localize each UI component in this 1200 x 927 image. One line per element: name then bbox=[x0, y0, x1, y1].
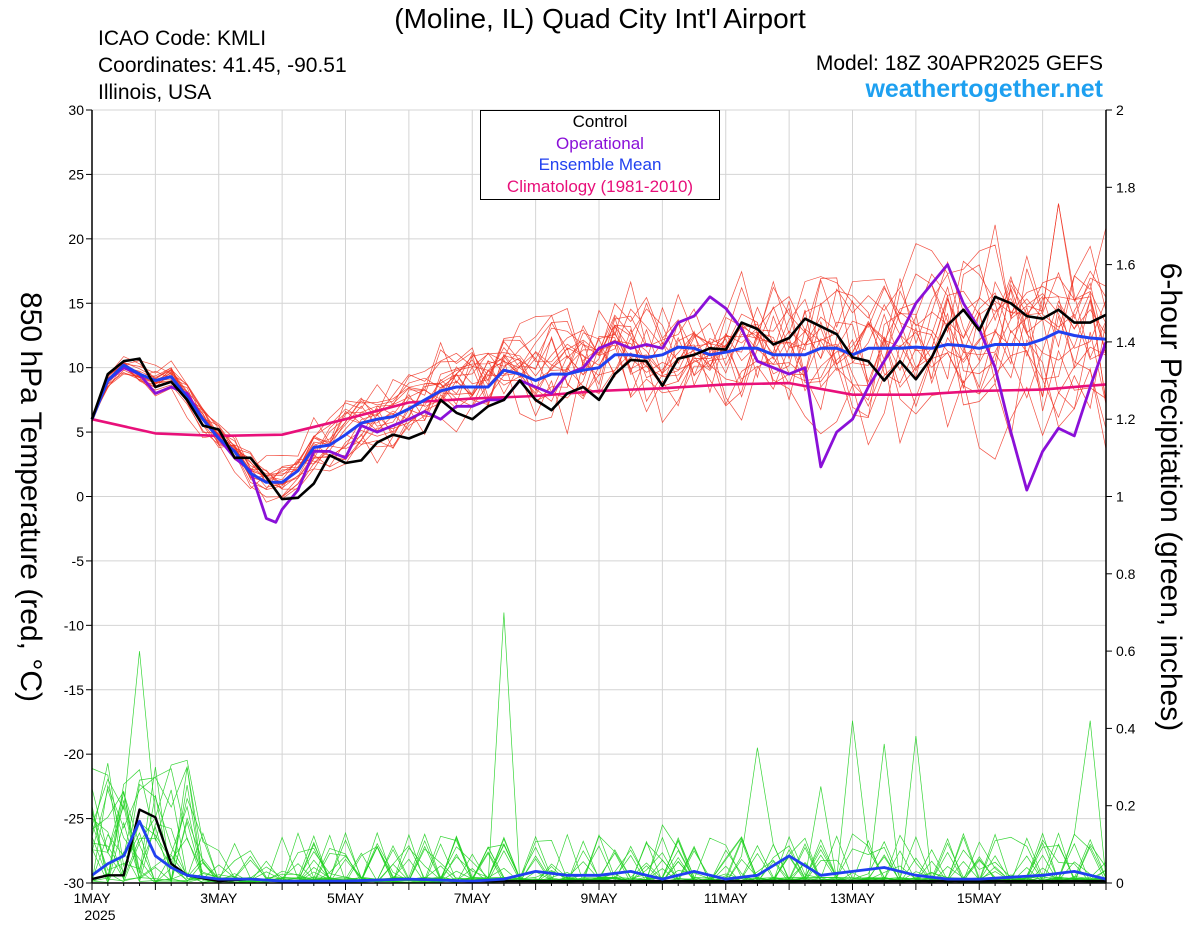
y2-tick-label: 2 bbox=[1116, 102, 1124, 118]
y2-tick-label: 0.2 bbox=[1116, 798, 1136, 814]
y2-tick-label: 1.8 bbox=[1116, 179, 1136, 195]
member-temp-line bbox=[91, 273, 1107, 486]
x-tick-label: 15MAY bbox=[957, 890, 1003, 906]
member-precip-line bbox=[91, 766, 1107, 884]
y-tick-label: 0 bbox=[76, 489, 84, 505]
member-temp-line bbox=[91, 203, 1107, 498]
x-tick-label: 7MAY bbox=[454, 890, 492, 906]
chart-legend: Control Operational Ensemble Mean Climat… bbox=[480, 110, 720, 200]
icao-code: ICAO Code: KMLI bbox=[98, 27, 267, 50]
y2-tick-label: 0.8 bbox=[1116, 566, 1136, 582]
x-tick-label: 11MAY bbox=[704, 890, 748, 906]
y2-tick-label: 1.6 bbox=[1116, 257, 1136, 273]
y-tick-label: 30 bbox=[68, 102, 84, 118]
series-mean-precip bbox=[91, 819, 1107, 883]
x-tick-label: 1MAY bbox=[73, 890, 111, 906]
y-tick-label: -20 bbox=[64, 746, 84, 762]
y-tick-label: 5 bbox=[76, 424, 84, 440]
y-tick-label: -30 bbox=[64, 875, 84, 891]
x-tick-label: 5MAY bbox=[327, 890, 365, 906]
y2-tick-label: 0.4 bbox=[1116, 720, 1136, 736]
series-control bbox=[90, 295, 1107, 501]
legend-item-control: Control bbox=[572, 112, 628, 131]
member-temp-line bbox=[91, 203, 1107, 490]
y2-tick-label: 1.4 bbox=[1116, 334, 1136, 350]
y2-tick-label: 1.2 bbox=[1116, 411, 1136, 427]
x-tick-sublabel: 2025 bbox=[84, 907, 115, 923]
member-temp-line bbox=[91, 227, 1107, 488]
region: Illinois, USA bbox=[98, 81, 212, 104]
series-operational bbox=[90, 263, 1108, 524]
y-tick-label: -25 bbox=[64, 811, 84, 827]
x-tick-label: 9MAY bbox=[580, 890, 618, 906]
y-tick-label: 20 bbox=[68, 231, 84, 247]
x-tick-label: 3MAY bbox=[200, 890, 238, 906]
x-tick-label: 13MAY bbox=[830, 890, 876, 906]
member-temp-line bbox=[91, 306, 1107, 484]
y-tick-label: 10 bbox=[68, 360, 84, 376]
coordinates: Coordinates: 41.45, -90.51 bbox=[98, 54, 347, 77]
site-link[interactable]: weathertogether.net bbox=[865, 75, 1103, 103]
y-tick-label: -5 bbox=[72, 553, 85, 569]
member-precip-line bbox=[91, 768, 1107, 885]
y-tick-label: 15 bbox=[68, 295, 84, 311]
y2-tick-label: 0.6 bbox=[1116, 643, 1136, 659]
y-tick-label: 25 bbox=[68, 166, 84, 182]
model-run: Model: 18Z 30APR2025 GEFS bbox=[815, 52, 1103, 75]
y2-tick-label: 0 bbox=[1116, 875, 1124, 891]
y-tick-label: -10 bbox=[64, 617, 84, 633]
legend-item-ensemble-mean: Ensemble Mean bbox=[538, 155, 662, 174]
member-temp-line bbox=[91, 282, 1107, 490]
y2-tick-label: 1 bbox=[1116, 489, 1124, 505]
member-precip-line bbox=[91, 822, 1107, 884]
legend-item-climatology: Climatology (1981-2010) bbox=[506, 176, 694, 196]
member-temp-line bbox=[91, 296, 1107, 490]
y-tick-label: -15 bbox=[64, 682, 84, 698]
series-climatology bbox=[91, 381, 1107, 438]
chart-title: (Moline, IL) Quad City Int'l Airport bbox=[394, 3, 806, 34]
legend-item-operational: Operational bbox=[556, 133, 644, 153]
